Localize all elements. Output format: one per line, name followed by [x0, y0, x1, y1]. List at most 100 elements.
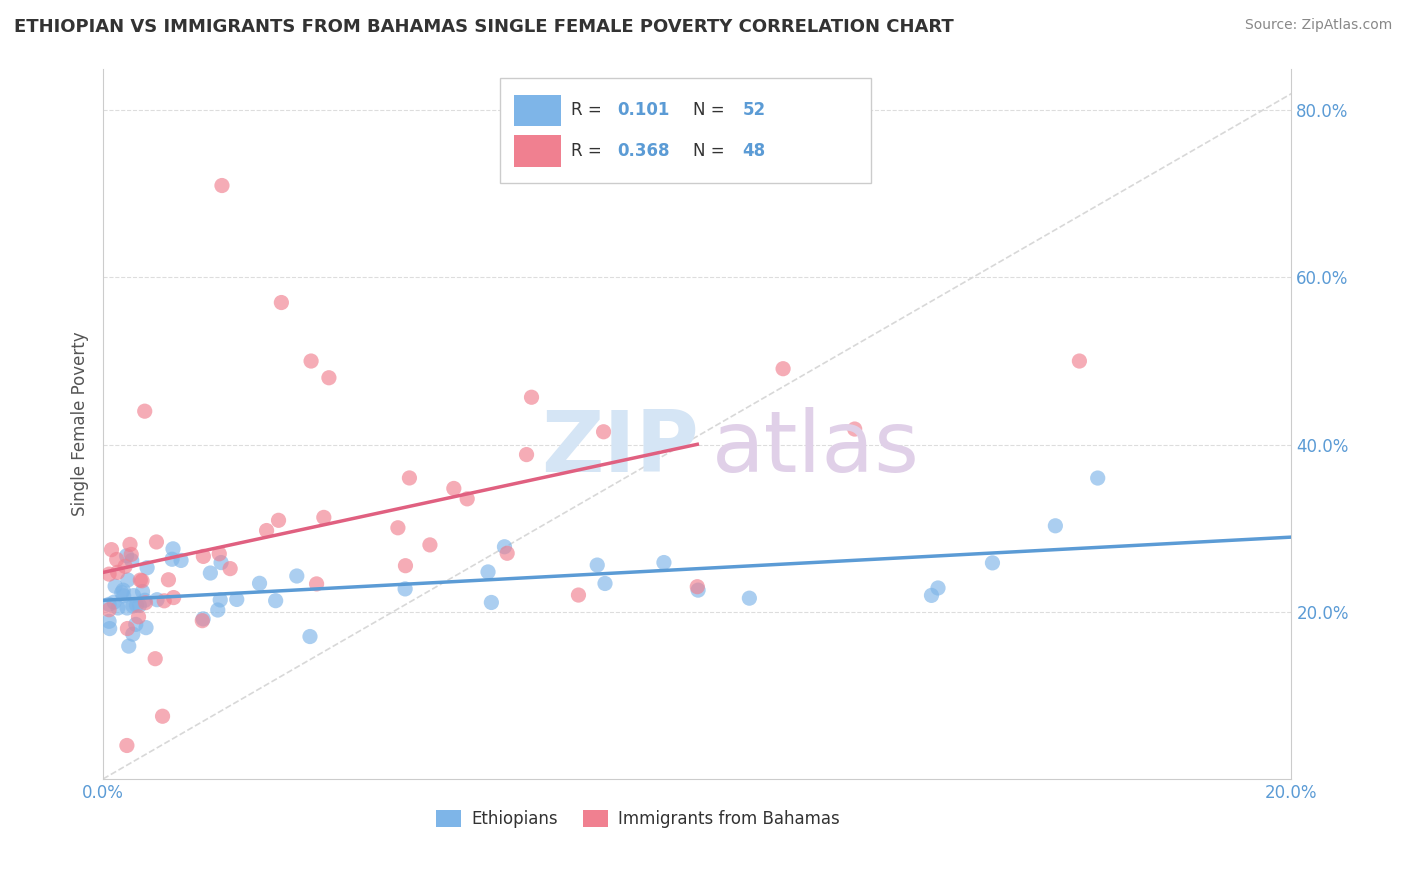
Point — [209, 593, 232, 607]
Point — [115, 739, 138, 753]
Point — [135, 621, 157, 635]
Point — [1087, 471, 1109, 485]
Point — [103, 595, 125, 609]
Point — [844, 422, 866, 436]
Point — [219, 561, 242, 575]
Point — [104, 579, 127, 593]
Point — [267, 513, 290, 527]
Point — [211, 178, 233, 193]
Point — [115, 601, 138, 615]
Point — [111, 585, 134, 599]
Point — [125, 617, 148, 632]
Point — [515, 448, 537, 462]
Point — [146, 592, 169, 607]
Point — [122, 599, 145, 613]
Point — [299, 354, 322, 368]
Point — [305, 577, 328, 591]
Y-axis label: Single Female Poverty: Single Female Poverty — [72, 332, 89, 516]
Point — [107, 566, 129, 580]
Point — [122, 589, 145, 603]
Point — [105, 552, 128, 566]
Point — [121, 627, 143, 641]
Point — [592, 425, 614, 439]
Point — [1045, 518, 1067, 533]
Point — [115, 549, 138, 563]
Point — [193, 549, 215, 564]
Point — [162, 541, 184, 556]
Point — [191, 612, 214, 626]
Point — [921, 588, 943, 602]
Point — [772, 361, 794, 376]
Text: ETHIOPIAN VS IMMIGRANTS FROM BAHAMAS SINGLE FEMALE POVERTY CORRELATION CHART: ETHIOPIAN VS IMMIGRANTS FROM BAHAMAS SIN… — [14, 18, 953, 36]
Point — [927, 581, 949, 595]
Point — [312, 510, 335, 524]
Point — [394, 558, 416, 573]
Point — [494, 540, 516, 554]
Point — [117, 573, 139, 587]
Point — [207, 603, 229, 617]
Point — [134, 404, 156, 418]
Point — [98, 567, 121, 582]
Point — [479, 595, 502, 609]
Point — [209, 556, 232, 570]
Legend: Ethiopians, Immigrants from Bahamas: Ethiopians, Immigrants from Bahamas — [429, 803, 846, 835]
Point — [152, 709, 174, 723]
Point — [134, 593, 156, 607]
Point — [686, 580, 709, 594]
Point — [738, 591, 761, 606]
Point — [256, 524, 278, 538]
Point — [456, 491, 478, 506]
Point — [688, 583, 710, 598]
Point — [128, 599, 150, 613]
Point — [298, 630, 321, 644]
Point — [125, 598, 148, 612]
Point — [249, 576, 271, 591]
Point — [120, 548, 142, 562]
Point — [443, 482, 465, 496]
Point — [121, 553, 143, 567]
Point — [170, 553, 193, 567]
Point — [143, 651, 166, 665]
Text: ZIP: ZIP — [541, 407, 699, 490]
Point — [264, 593, 287, 607]
Point — [520, 390, 543, 404]
Point — [285, 569, 308, 583]
Point — [153, 594, 176, 608]
Point — [131, 584, 153, 599]
Point — [160, 552, 183, 566]
Point — [200, 566, 222, 580]
Point — [114, 559, 136, 574]
Point — [567, 588, 589, 602]
Point — [208, 547, 231, 561]
Point — [387, 521, 409, 535]
Point — [593, 576, 616, 591]
Point — [100, 542, 122, 557]
Point — [107, 601, 129, 615]
Point — [117, 622, 139, 636]
Point — [134, 596, 156, 610]
Point — [98, 598, 121, 612]
Point — [1069, 354, 1091, 368]
Point — [98, 622, 121, 636]
Point — [496, 546, 519, 560]
Point — [398, 471, 420, 485]
Text: Source: ZipAtlas.com: Source: ZipAtlas.com — [1244, 18, 1392, 32]
Point — [318, 370, 340, 384]
Point — [191, 614, 214, 628]
Point — [394, 582, 416, 596]
Point — [477, 565, 499, 579]
Point — [145, 535, 167, 549]
Point — [112, 589, 135, 603]
Point — [118, 537, 141, 551]
Point — [586, 558, 609, 572]
Point — [98, 615, 121, 629]
Text: atlas: atlas — [711, 407, 920, 490]
Point — [131, 574, 153, 588]
Point — [652, 556, 675, 570]
Point — [136, 561, 159, 575]
Point — [162, 591, 184, 605]
Point — [981, 556, 1004, 570]
Point — [270, 295, 292, 310]
Point — [225, 592, 247, 607]
Point — [129, 573, 152, 587]
